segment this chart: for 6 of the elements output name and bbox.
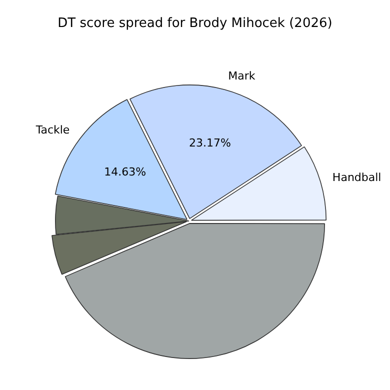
slice-label: Mark <box>228 69 256 82</box>
slice-label: Tackle <box>34 124 70 137</box>
data-label: 23.17% <box>189 136 231 150</box>
chart-title: DT score spread for Brody Mihocek (2026) <box>56 15 334 33</box>
data-label: 14.63% <box>104 165 146 178</box>
slice-label: Handball <box>332 171 382 184</box>
